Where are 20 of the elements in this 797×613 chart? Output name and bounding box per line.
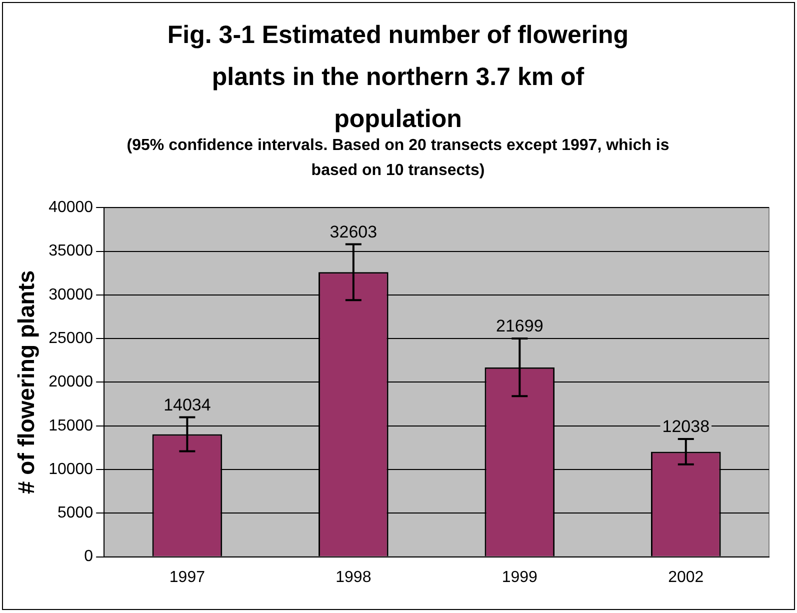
y-tick-label: 15000 (48, 417, 94, 434)
y-tick-label: 20000 (48, 374, 94, 391)
x-tick-label: 1997 (169, 568, 206, 586)
y-tick-label: 30000 (48, 286, 94, 304)
y-tick-label: 10000 (48, 460, 94, 478)
data-label: 14034 (164, 395, 211, 414)
y-tick-label: 40000 (48, 199, 94, 216)
x-tick-label: 1998 (336, 568, 372, 586)
y-tick-label: 0 (84, 548, 94, 566)
data-label: 21699 (496, 316, 544, 336)
chart-subtitle: (95% confidence intervals. Based on 20 transects except 1997, which is based on 10 transects) (126, 136, 670, 181)
x-tick-label: 2002 (668, 568, 704, 586)
x-tick-label: 1999 (502, 568, 538, 586)
data-label: 12038 (662, 417, 710, 436)
y-axis-title: # of flowering plants (13, 270, 40, 494)
y-tick-label: 5000 (58, 504, 94, 522)
y-tick-label: 35000 (48, 242, 94, 260)
data-label: 32603 (330, 222, 378, 242)
chart-title: Fig. 3-1 Estimated number of flowering plants in the northern 3.7 km of population (167, 21, 629, 133)
y-tick-label: 25000 (48, 330, 94, 347)
